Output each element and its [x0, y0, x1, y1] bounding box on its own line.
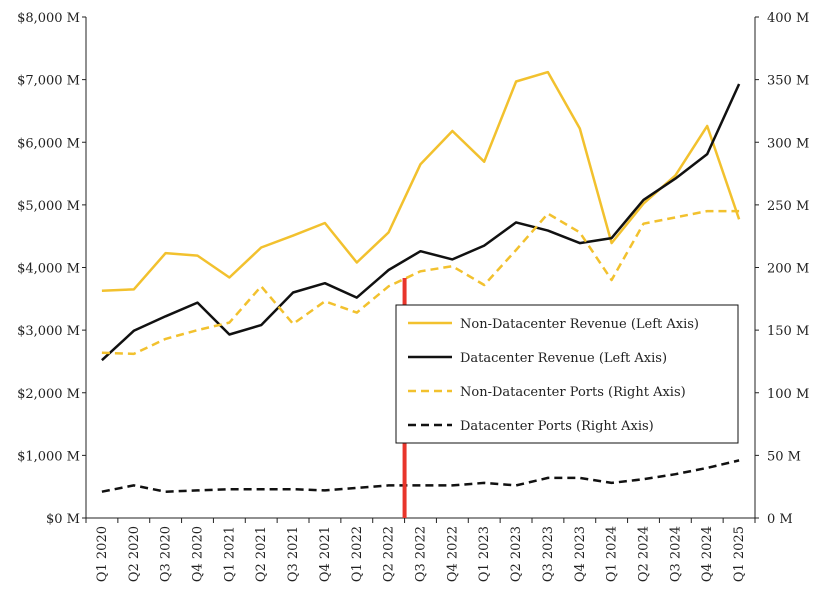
x-tick-label: Q1 2024 — [605, 526, 620, 582]
legend: Non-Datacenter Revenue (Left Axis) Datace… — [395, 304, 739, 444]
x-tick-label: Q3 2023 — [541, 526, 556, 582]
series-line-0 — [101, 70, 741, 292]
right-tick-label: 400 M — [767, 11, 809, 26]
legend-label-1: Datacenter Revenue (Left Axis) — [460, 351, 667, 366]
x-tick-label: Q1 2023 — [477, 526, 492, 582]
left-tick-label: $7,000 M — [17, 74, 80, 89]
legend-box — [395, 304, 739, 444]
x-tick-label: Q2 2020 — [127, 526, 142, 582]
x-tick-label: Q2 2022 — [382, 526, 397, 582]
right-tick-label: 300 M — [767, 136, 809, 151]
legend-label-2: Non-Datacenter Ports (Right Axis) — [460, 385, 686, 400]
legend-label-3: Datacenter Ports (Right Axis) — [460, 419, 654, 434]
series-line-1 — [101, 83, 741, 362]
x-tick-label: Q3 2022 — [414, 526, 429, 582]
x-tick-label: Q1 2020 — [95, 526, 110, 582]
x-tick-label: Q2 2023 — [509, 526, 524, 582]
left-tick-label: $6,000 M — [17, 136, 80, 151]
left-tick-label: $4,000 M — [17, 262, 80, 277]
right-tick-label: 250 M — [767, 199, 809, 214]
series-layer — [101, 70, 741, 493]
right-tick-label: 50 M — [767, 449, 801, 464]
right-tick-label: 350 M — [767, 74, 809, 89]
left-tick-label: $3,000 M — [17, 324, 80, 339]
x-tick-label: Q4 2021 — [318, 526, 333, 582]
left-tick-label: $2,000 M — [17, 387, 80, 402]
x-axis: Q1 2020 Q2 2020 Q3 2020 Q4 2020 Q1 2021 Q2 20… — [85, 517, 756, 582]
x-tick-label: Q1 2022 — [350, 526, 365, 582]
right-axis: 0 M 50 M 100 M 150 M 200 M 250 M 300 M 350 M 400… — [754, 11, 809, 527]
right-tick-label: 150 M — [767, 324, 809, 339]
right-tick-label: 0 M — [767, 512, 793, 527]
x-tick-label: Q2 2024 — [637, 526, 652, 582]
x-tick-label: Q4 2020 — [191, 526, 206, 582]
left-tick-label: $1,000 M — [17, 449, 80, 464]
left-tick-label: $8,000 M — [17, 11, 80, 26]
x-tick-label: Q4 2024 — [700, 526, 715, 582]
x-tick-label: Q4 2023 — [573, 526, 588, 582]
x-tick-label: Q3 2021 — [286, 526, 301, 582]
x-tick-label: Q1 2021 — [222, 526, 237, 582]
x-tick-label: Q2 2021 — [254, 526, 269, 582]
right-tick-label: 100 M — [767, 387, 809, 402]
left-axis: $0 M $1,000 M $2,000 M $3,000 M $4,000 M $5,0… — [17, 11, 87, 527]
x-tick-label: Q4 2022 — [445, 526, 460, 582]
left-tick-label: $0 M — [46, 512, 80, 527]
x-tick-label: Q3 2020 — [159, 526, 174, 582]
left-tick-label: $5,000 M — [17, 199, 80, 214]
legend-label-0: Non-Datacenter Revenue (Left Axis) — [460, 317, 699, 332]
series-line-3 — [101, 459, 740, 493]
series-line-2 — [101, 209, 740, 356]
x-tick-label: Q1 2025 — [732, 526, 747, 582]
x-tick-label: Q3 2024 — [668, 526, 683, 582]
right-tick-label: 200 M — [767, 262, 809, 277]
